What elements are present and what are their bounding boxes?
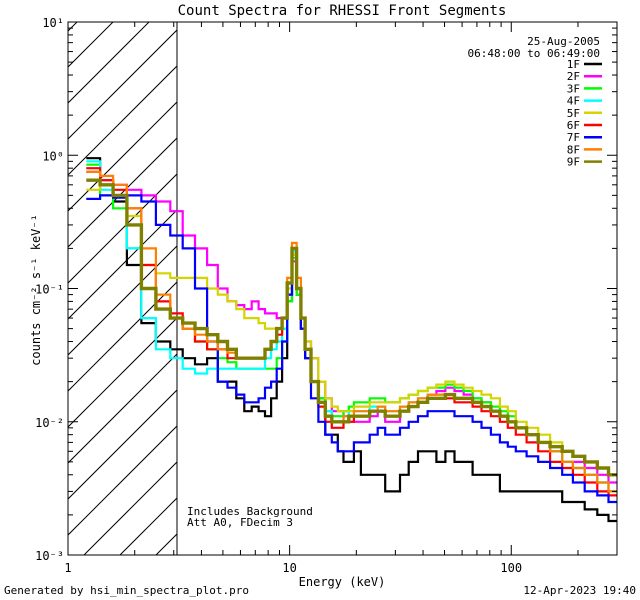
y-tick-label: 10⁻¹ <box>35 283 64 297</box>
hatch-line <box>68 209 177 320</box>
hatch-line <box>68 353 177 464</box>
series-line-1F <box>86 157 617 523</box>
hatch-line <box>68 281 177 392</box>
date-label: 25-Aug-2005 <box>527 35 600 48</box>
legend-label-1F: 1F <box>567 58 580 71</box>
hatch-line <box>68 389 177 500</box>
x-axis-label: Energy (keV) <box>299 575 386 589</box>
axis-tick-labels: 1 10 100 10⁻³ 10⁻² 10⁻¹ 10⁰ 10¹ <box>35 16 522 575</box>
series-line-6F <box>86 167 617 497</box>
annotation-attenuator: Att A0, FDecim 3 <box>187 516 293 529</box>
hatch-line <box>68 425 177 536</box>
hatch-line <box>68 245 177 356</box>
x-tick-label: 1 <box>64 561 71 575</box>
legend-label-3F: 3F <box>567 82 580 95</box>
hatch-line <box>68 173 177 284</box>
legend-label-8F: 8F <box>567 143 580 156</box>
time-range-label: 06:48:00 to 06:49:00 <box>468 47 600 60</box>
legend-label-4F: 4F <box>567 95 580 108</box>
footer-timestamp: 12-Apr-2023 19:40 <box>523 584 636 597</box>
legend-label-2F: 2F <box>567 70 580 83</box>
footer-generator: Generated by hsi_min_spectra_plot.pro <box>4 584 249 597</box>
legend-label-7F: 7F <box>567 131 580 144</box>
hatch-line <box>68 65 177 176</box>
hatch-line <box>68 317 177 428</box>
x-tick-label: 10 <box>282 561 296 575</box>
axis-ticks <box>67 22 618 556</box>
legend-label-6F: 6F <box>567 119 580 132</box>
hatched-region <box>68 22 177 555</box>
series-layer <box>86 157 617 523</box>
y-tick-label: 10⁰ <box>42 149 64 163</box>
legend-label-9F: 9F <box>567 156 580 169</box>
hatch-line <box>68 29 177 140</box>
y-tick-label: 10⁻² <box>35 416 64 430</box>
x-tick-label: 100 <box>500 561 522 575</box>
series-line-5F <box>86 183 617 476</box>
y-tick-label: 10¹ <box>42 16 64 30</box>
y-axis-label: counts cm⁻² s⁻¹ keV⁻¹ <box>29 214 43 366</box>
annotation-background: Includes Background <box>187 505 313 518</box>
y-tick-label: 10⁻³ <box>35 549 64 563</box>
hatch-line <box>68 22 114 68</box>
series-line-9F <box>86 178 617 477</box>
chart-title: Count Spectra for RHESSI Front Segments <box>178 3 507 19</box>
legend-label-5F: 5F <box>567 107 580 120</box>
hatch-line <box>68 22 150 104</box>
